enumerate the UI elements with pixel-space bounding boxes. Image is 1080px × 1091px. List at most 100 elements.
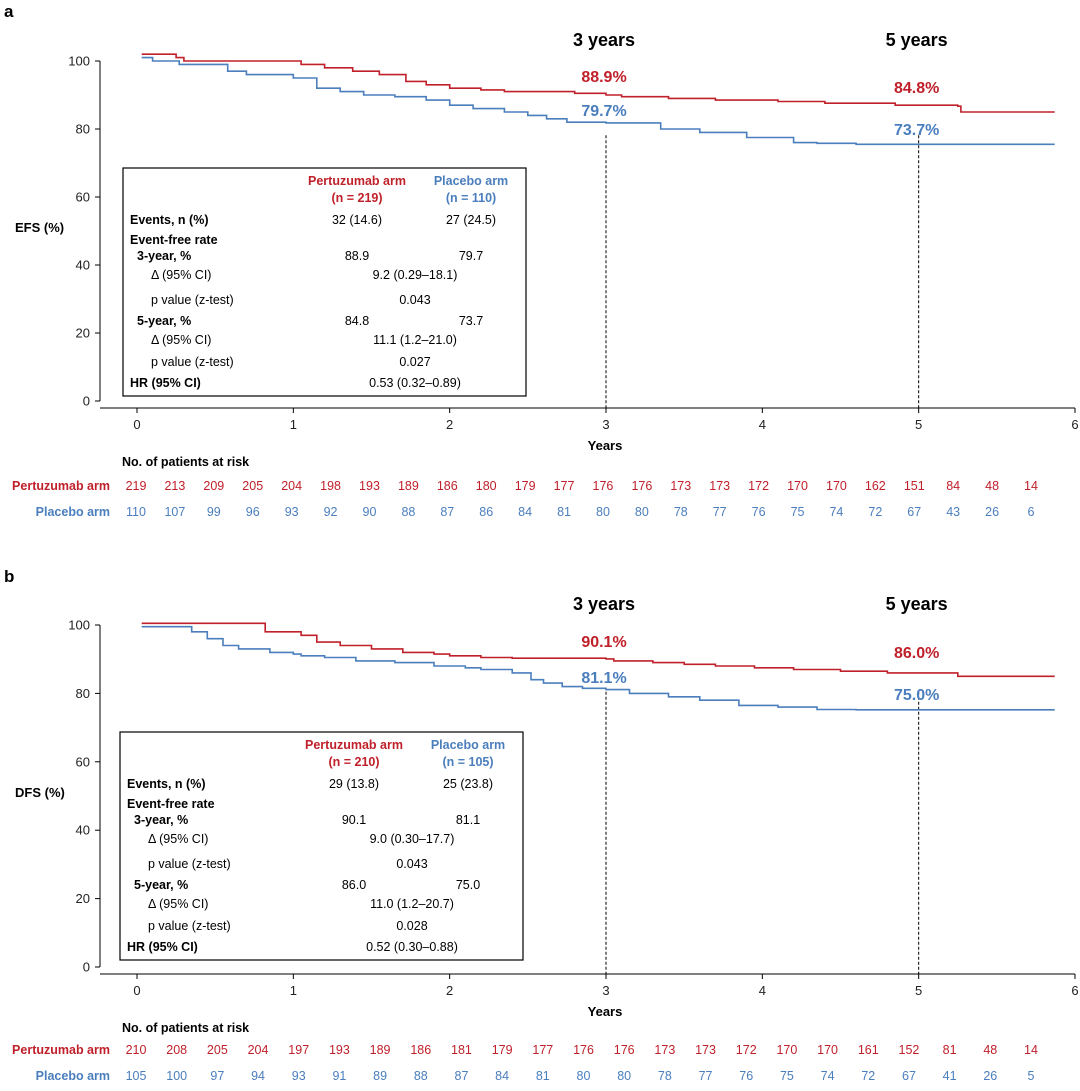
at-risk-pertuzumab-value: 176 (631, 479, 652, 493)
table-row-label: p value (z-test) (151, 293, 234, 307)
stats-table (122, 167, 527, 397)
at-risk-placebo-value: 96 (246, 505, 260, 519)
x-axis-title: Years (588, 1004, 623, 1019)
annotation-placebo: 75.0% (894, 687, 939, 704)
table-cell: 9.0 (0.30–17.7) (370, 832, 455, 846)
x-tick-label: 5 (915, 417, 922, 432)
at-risk-placebo-value: 78 (658, 1069, 672, 1083)
at-risk-pertuzumab-value: 170 (826, 479, 847, 493)
at-risk-placebo-value: 5 (1028, 1069, 1035, 1083)
at-risk-pertuzumab-value: 186 (410, 1043, 431, 1057)
table-row-label: Δ (95% CI) (151, 333, 211, 347)
marker-label: 5 years (886, 30, 948, 50)
table-row-label: Event-free rate (130, 233, 218, 247)
table-cell: 11.0 (1.2–20.7) (370, 897, 454, 911)
table-row-label: p value (z-test) (148, 919, 231, 933)
at-risk-pertuzumab-value: 186 (437, 479, 458, 493)
at-risk-pertuzumab-value: 173 (709, 479, 730, 493)
y-tick-label: 60 (76, 754, 90, 769)
at-risk-placebo-value: 80 (617, 1069, 631, 1083)
at-risk-pertuzumab-value: 161 (858, 1043, 879, 1057)
at-risk-placebo-value: 93 (292, 1069, 306, 1083)
x-tick-label: 2 (446, 417, 453, 432)
at-risk-pertuzumab-value: 176 (593, 479, 614, 493)
at-risk-placebo-value: 91 (332, 1069, 346, 1083)
y-axis-title: EFS (%) (15, 220, 64, 235)
at-risk-pertuzumab-value: 170 (787, 479, 808, 493)
panel-a: a 0 20 40 60 80 100 0 1 2 3 4 5 6 Years EFS (%) 3 years 5… (4, 2, 1079, 519)
at-risk-pertuzumab-value: 179 (515, 479, 536, 493)
table-row-label: p value (z-test) (151, 355, 234, 369)
table-col1-header: Pertuzumab arm (308, 174, 406, 188)
table-row-label: Δ (95% CI) (148, 897, 208, 911)
table-row-label: HR (95% CI) (127, 940, 198, 954)
table-row-label: 3-year, % (134, 813, 188, 827)
annotation-placebo: 79.7% (581, 103, 626, 120)
y-tick-label: 100 (68, 618, 90, 633)
table-row-label: Events, n (%) (130, 213, 209, 227)
marker-label: 3 years (573, 594, 635, 614)
table-cell: 11.1 (1.2–21.0) (373, 333, 457, 347)
at-risk-pertuzumab-value: 48 (985, 479, 999, 493)
table-cell: 90.1 (342, 813, 366, 827)
at-risk-pertuzumab-value: 204 (281, 479, 302, 493)
panel-label: a (4, 2, 14, 21)
table-row-label: p value (z-test) (148, 857, 231, 871)
at-risk-placebo-value: 81 (557, 505, 571, 519)
y-tick-label: 80 (76, 686, 90, 701)
at-risk-placebo-value: 67 (902, 1069, 916, 1083)
at-risk-pertuzumab-value: 177 (554, 479, 575, 493)
at-risk-placebo-value: 88 (401, 505, 415, 519)
table-cell: 73.7 (459, 314, 483, 328)
km-curve-placebo (141, 56, 1055, 146)
table-cell: 0.53 (0.32–0.89) (369, 376, 461, 390)
at-risk-pertuzumab-value: 193 (329, 1043, 350, 1057)
at-risk-pertuzumab-value: 84 (946, 479, 960, 493)
at-risk-placebo-value: 90 (363, 505, 377, 519)
at-risk-pertuzumab-value: 173 (670, 479, 691, 493)
at-risk-pertuzumab-value: 210 (126, 1043, 147, 1057)
at-risk-placebo-value: 107 (164, 505, 185, 519)
at-risk-placebo-label: Placebo arm (36, 1069, 110, 1083)
at-risk-pertuzumab-value: 193 (359, 479, 380, 493)
at-risk-pertuzumab-value: 208 (166, 1043, 187, 1057)
at-risk-pertuzumab-label: Pertuzumab arm (12, 479, 110, 493)
at-risk-pertuzumab-value: 152 (899, 1043, 920, 1057)
x-tick-label: 6 (1071, 983, 1078, 998)
at-risk-placebo-value: 74 (821, 1069, 835, 1083)
y-tick-label: 40 (76, 258, 90, 273)
at-risk-placebo-label: Placebo arm (36, 505, 110, 519)
at-risk-placebo-value: 92 (324, 505, 338, 519)
table-cell: 86.0 (342, 878, 366, 892)
x-tick-label: 5 (915, 983, 922, 998)
at-risk-placebo-value: 74 (829, 505, 843, 519)
y-tick-label: 20 (76, 891, 90, 906)
table-cell: 32 (14.6) (332, 213, 382, 227)
at-risk-placebo-value: 43 (946, 505, 960, 519)
table-row-label: 5-year, % (134, 878, 188, 892)
table-cell: 84.8 (345, 314, 369, 328)
at-risk-placebo-value: 80 (577, 1069, 591, 1083)
y-axis-title: DFS (%) (15, 785, 65, 800)
at-risk-placebo-value: 76 (752, 505, 766, 519)
at-risk-pertuzumab-value: 209 (203, 479, 224, 493)
annotation-placebo: 81.1% (581, 670, 626, 687)
at-risk-pertuzumab-value: 177 (532, 1043, 553, 1057)
at-risk-pertuzumab-value: 189 (370, 1043, 391, 1057)
table-col2-n: (n = 110) (446, 191, 496, 205)
at-risk-pertuzumab-value: 173 (695, 1043, 716, 1057)
at-risk-pertuzumab-label: Pertuzumab arm (12, 1043, 110, 1057)
km-curve-pertuzumab (141, 622, 1055, 678)
y-tick-label: 80 (76, 122, 90, 137)
table-cell: 9.2 (0.29–18.1) (373, 268, 458, 282)
table-cell: 79.7 (459, 249, 483, 263)
at-risk-pertuzumab-value: 189 (398, 479, 419, 493)
marker-label: 5 years (886, 594, 948, 614)
at-risk-pertuzumab-value: 179 (492, 1043, 513, 1057)
x-tick-label: 1 (290, 417, 297, 432)
at-risk-pertuzumab-value: 197 (288, 1043, 309, 1057)
table-col2-n: (n = 105) (442, 755, 493, 769)
table-cell: 0.027 (399, 355, 430, 369)
at-risk-placebo-value: 97 (210, 1069, 224, 1083)
